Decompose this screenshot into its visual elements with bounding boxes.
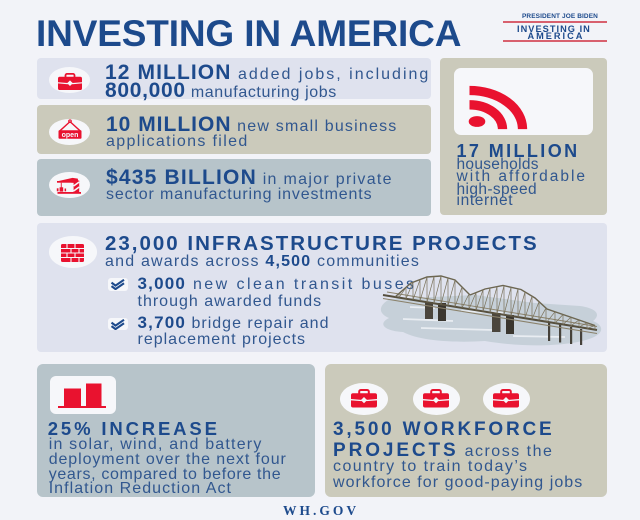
svg-text:open: open bbox=[62, 132, 79, 139]
